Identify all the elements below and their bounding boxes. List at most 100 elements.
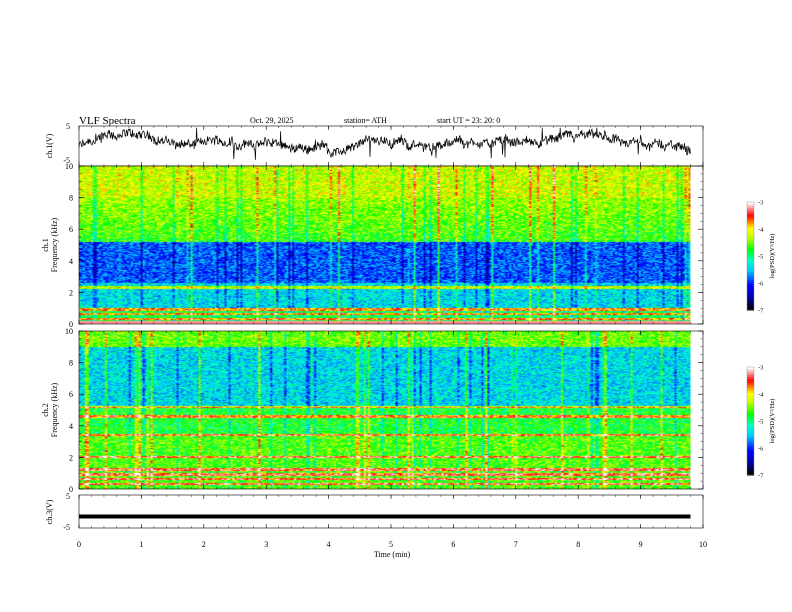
ch3-ytick-top: 5	[66, 492, 70, 501]
colorbar-tick-label: -4	[758, 227, 764, 234]
colorbar-swatch	[747, 288, 754, 291]
ch3-waveform-trace	[79, 514, 691, 519]
ch2-colorbar: -3 -4 -5 -6 -7 log(PSD)(V²/Hz)	[746, 365, 776, 480]
x-tick-label: 4	[327, 540, 331, 549]
colorbar-swatch	[747, 419, 754, 422]
ch1-spectrogram-panel: 0 2 4 6 8 10 ch.1 Frequency (kHz) -3 -4 -5 -6 -7 l…	[41, 162, 776, 329]
colorbar-swatch	[747, 421, 754, 424]
colorbar-swatch	[747, 276, 754, 279]
colorbar-swatch	[747, 300, 754, 303]
colorbar-swatch	[747, 425, 754, 428]
colorbar-swatch	[747, 387, 754, 390]
colorbar-swatch	[747, 218, 754, 221]
colorbar-tick-label: -6	[758, 446, 764, 453]
colorbar-swatch	[747, 280, 754, 283]
colorbar-swatch	[747, 286, 754, 289]
date-label: Oct. 29, 2025	[250, 116, 294, 125]
colorbar-swatch	[747, 266, 754, 269]
ch1-waveform-panel: 5 -5 ch.1(V)	[45, 122, 704, 167]
colorbar-swatch	[747, 244, 754, 247]
colorbar-swatch	[747, 250, 754, 253]
colorbar-swatch	[747, 429, 754, 432]
y-tick-label: 8	[69, 194, 73, 203]
colorbar-frame	[746, 201, 755, 311]
colorbar-swatch	[747, 389, 754, 392]
y-tick-label: 4	[69, 422, 73, 431]
colorbar-swatch	[747, 463, 754, 466]
ch1-spec-ylabel-line1: ch.1	[41, 238, 50, 252]
colorbar-swatch	[747, 296, 754, 299]
colorbar-swatch	[747, 294, 754, 297]
colorbar-swatch	[747, 260, 754, 263]
colorbar-swatch	[747, 236, 754, 239]
colorbar-swatch	[747, 238, 754, 241]
time-axis: 0 1 2 3 4 5 6 7 8 9 10	[77, 126, 707, 549]
colorbar-swatch	[747, 465, 754, 468]
colorbar-swatch	[747, 435, 754, 438]
colorbar-swatch	[747, 367, 754, 370]
colorbar-swatch	[747, 220, 754, 223]
colorbar-swatch	[747, 455, 754, 458]
colorbar-swatch	[747, 471, 754, 474]
ch1-ytick-bottom: -5	[63, 156, 70, 165]
colorbar-swatch	[747, 413, 754, 416]
colorbar-swatch	[747, 284, 754, 287]
colorbar-swatch	[747, 395, 754, 398]
x-tick-label: 1	[139, 540, 143, 549]
colorbar-swatch	[747, 304, 754, 307]
colorbar-swatch	[747, 282, 754, 285]
colorbar-swatch	[747, 391, 754, 394]
colorbar-swatch	[747, 403, 754, 406]
colorbar-tick-label: -3	[758, 365, 763, 372]
colorbar-swatch	[747, 230, 754, 233]
colorbar-tick-label: -7	[758, 308, 764, 315]
colorbar-swatch	[747, 208, 754, 211]
colorbar-swatch	[747, 401, 754, 404]
colorbar-swatch	[747, 252, 754, 255]
ch2-spec-ylabel-line1: ch.2	[41, 403, 50, 417]
y-tick-label: 10	[65, 162, 73, 171]
colorbar-swatch	[747, 409, 754, 412]
colorbar-swatch	[747, 232, 754, 235]
ch3-ytick-bottom: -5	[63, 523, 70, 532]
colorbar-swatch	[747, 447, 754, 450]
colorbar-swatch	[747, 234, 754, 237]
colorbar-swatch	[747, 292, 754, 295]
y-tick-label: 6	[69, 225, 73, 234]
x-tick-label: 10	[699, 540, 707, 549]
colorbar-swatch	[747, 240, 754, 243]
colorbar-swatch	[747, 437, 754, 440]
colorbar-swatch	[747, 423, 754, 426]
colorbar-swatch	[747, 206, 754, 209]
colorbar-swatch	[747, 306, 754, 309]
colorbar-swatch	[747, 254, 754, 257]
ch3-waveform-ylabel: ch.3(V)	[45, 499, 54, 524]
colorbar-frame	[746, 366, 755, 476]
colorbar-swatch	[747, 308, 754, 311]
colorbar-swatch	[747, 272, 754, 275]
colorbar-label: log(PSD)(V²/Hz)	[769, 234, 776, 279]
colorbar-swatch	[747, 381, 754, 384]
station-label: station= ATH	[344, 116, 387, 125]
colorbar-swatch	[747, 411, 754, 414]
x-tick-label: 3	[264, 540, 268, 549]
colorbar-swatch	[747, 473, 754, 476]
colorbar-swatch	[747, 278, 754, 281]
y-tick-label: 0	[69, 320, 73, 329]
time-axis-label: Time (min)	[374, 550, 411, 559]
x-tick-label: 5	[389, 540, 393, 549]
colorbar-swatch	[747, 204, 754, 207]
ch1-spec-ylabel-line2: Frequency (kHz)	[50, 217, 59, 272]
x-tick-label: 0	[77, 540, 81, 549]
y-tick-label: 2	[69, 288, 73, 297]
colorbar-swatch	[747, 431, 754, 434]
colorbar-swatch	[747, 202, 754, 205]
colorbar-swatch	[747, 405, 754, 408]
colorbar-swatch	[747, 461, 754, 464]
colorbar-swatch	[747, 226, 754, 229]
y-tick-label: 0	[69, 485, 73, 494]
colorbar-swatch	[747, 417, 754, 420]
colorbar-swatch	[747, 373, 754, 376]
colorbar-swatch	[747, 441, 754, 444]
colorbar-swatch	[747, 445, 754, 448]
